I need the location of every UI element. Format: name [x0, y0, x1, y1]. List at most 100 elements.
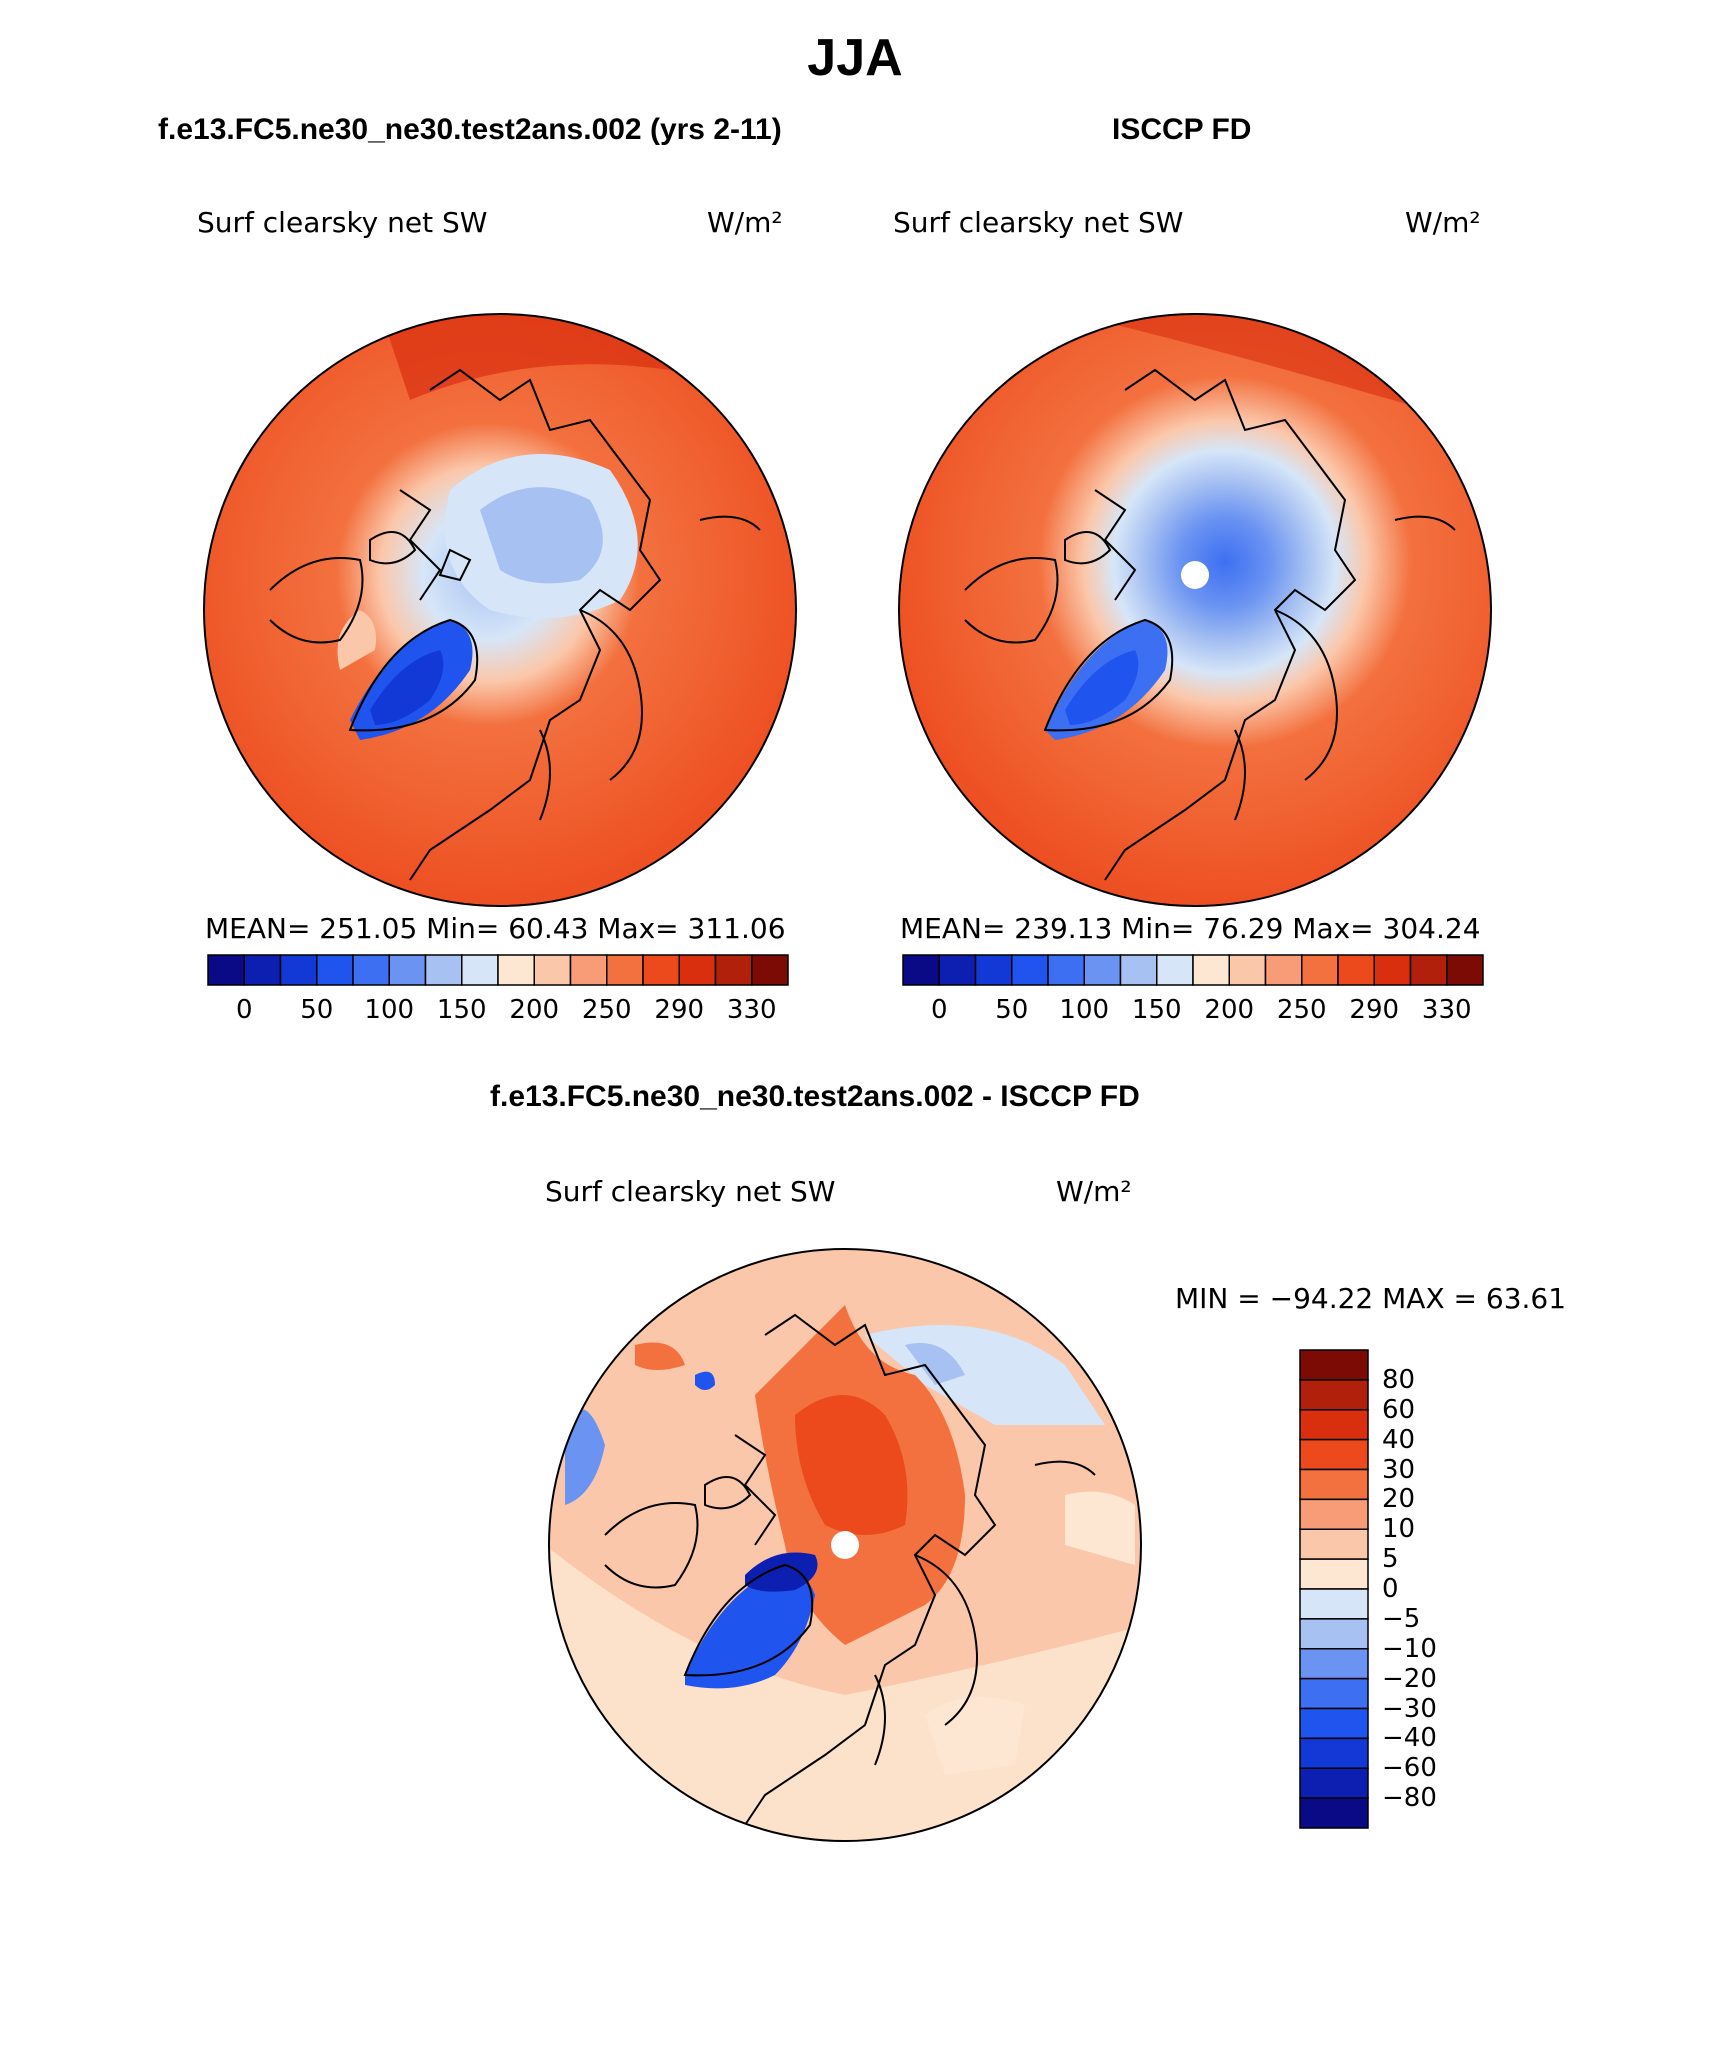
colorbar-tick-label: −30 — [1382, 1693, 1437, 1724]
colorbar-tick-label: −10 — [1382, 1633, 1437, 1664]
left-panel-title: f.e13.FC5.ne30_ne30.test2ans.002 (yrs 2-… — [158, 113, 782, 146]
colorbar-swatch — [424, 954, 463, 986]
colorbar-swatch — [974, 954, 1013, 986]
right-variable-label: Surf clearsky net SW — [893, 206, 1184, 239]
colorbar-swatch — [497, 954, 535, 986]
colorbar-swatch — [1299, 1707, 1369, 1740]
colorbar-swatch — [1373, 954, 1412, 986]
colorbar-swatch — [714, 954, 753, 986]
colorbar-tick-label: 50 — [300, 995, 334, 1025]
colorbar-swatch — [1156, 954, 1194, 986]
colorbar-tick-label: −5 — [1382, 1603, 1421, 1634]
colorbar-swatch — [1299, 1558, 1369, 1590]
left-polar-map — [203, 313, 797, 907]
colorbar-tick-label: 10 — [1382, 1514, 1416, 1545]
left-colorbar-labels: 0 50 100 150 200 250 290 330 — [208, 995, 788, 1029]
colorbar-tick-label: 50 — [995, 995, 1029, 1025]
colorbar-tick-label: 290 — [654, 995, 705, 1025]
colorbar-tick-label: −20 — [1382, 1663, 1437, 1694]
colorbar-tick-label: 5 — [1382, 1544, 1399, 1575]
diff-colorbar-labels: 80 60 40 30 20 10 5 0 −5 −10 −20 −30 −40 −60 −80 — [1382, 1350, 1502, 1830]
colorbar-swatch — [1299, 1468, 1369, 1501]
colorbar-tick-label: −80 — [1382, 1783, 1437, 1814]
colorbar-swatch — [1301, 954, 1339, 986]
diff-stats: MIN = −94.22 MAX = 63.61 — [1175, 1282, 1567, 1315]
colorbar-swatch — [1409, 954, 1448, 986]
colorbar-tick-label: 290 — [1349, 995, 1400, 1025]
colorbar-tick-label: −40 — [1382, 1723, 1437, 1754]
colorbar-swatch — [1299, 1498, 1369, 1530]
colorbar-tick-label: 0 — [930, 995, 948, 1025]
right-colorbar — [902, 954, 1484, 986]
pole-hole — [1181, 561, 1209, 589]
colorbar-tick-label: 30 — [1382, 1454, 1416, 1485]
left-variable-label: Surf clearsky net SW — [197, 206, 488, 239]
colorbar-swatch — [1446, 954, 1484, 986]
colorbar-swatch — [461, 954, 499, 986]
right-panel-title: ISCCP FD — [1112, 113, 1252, 146]
colorbar-swatch — [243, 954, 282, 986]
colorbar-swatch — [1264, 954, 1303, 986]
diff-variable-label: Surf clearsky net SW — [545, 1175, 836, 1208]
colorbar-swatch — [279, 954, 318, 986]
colorbar-swatch — [938, 954, 977, 986]
colorbar-swatch — [1047, 954, 1085, 986]
colorbar-tick-label: 150 — [1131, 995, 1182, 1025]
diff-pole-hole — [831, 1531, 859, 1559]
colorbar-tick-label: −60 — [1382, 1753, 1437, 1784]
right-polar-map — [898, 313, 1492, 907]
colorbar-swatch — [1299, 1349, 1369, 1381]
colorbar-swatch — [606, 954, 644, 986]
colorbar-swatch — [1299, 1588, 1369, 1620]
colorbar-swatch — [207, 954, 245, 986]
colorbar-swatch — [642, 954, 680, 986]
colorbar-tick-label: 0 — [1382, 1574, 1399, 1604]
colorbar-swatch — [902, 954, 940, 986]
left-units-label: W/m² — [707, 206, 783, 239]
colorbar-tick-label: 20 — [1382, 1484, 1416, 1515]
colorbar-swatch — [1228, 954, 1267, 986]
colorbar-swatch — [1299, 1528, 1369, 1560]
colorbar-tick-label: 200 — [1204, 995, 1255, 1025]
colorbar-swatch — [751, 954, 789, 986]
colorbar-swatch — [1119, 954, 1158, 986]
colorbar-tick-label: 40 — [1382, 1424, 1416, 1455]
colorbar-swatch — [678, 954, 717, 986]
page-title: JJA — [807, 29, 903, 87]
diff-units-label: W/m² — [1056, 1175, 1132, 1208]
diff-panel-title: f.e13.FC5.ne30_ne30.test2ans.002 - ISCCP… — [490, 1080, 1140, 1113]
colorbar-swatch — [1299, 1409, 1369, 1441]
colorbar-tick-label: 80 — [1382, 1364, 1416, 1395]
colorbar-tick-label: 330 — [726, 995, 777, 1025]
colorbar-tick-label: 250 — [581, 995, 632, 1025]
left-stats: MEAN= 251.05 Min= 60.43 Max= 311.06 — [205, 912, 786, 945]
colorbar-swatch — [1083, 954, 1122, 986]
colorbar-swatch — [1337, 954, 1375, 986]
diff-colorbar — [1299, 1349, 1369, 1829]
right-units-label: W/m² — [1405, 206, 1481, 239]
colorbar-swatch — [1192, 954, 1230, 986]
colorbar-swatch — [1299, 1379, 1369, 1411]
left-colorbar — [207, 954, 789, 986]
colorbar-tick-label: 100 — [1059, 995, 1110, 1025]
colorbar-tick-label: 250 — [1276, 995, 1327, 1025]
right-colorbar-labels: 0 50 100 150 200 250 290 330 — [903, 995, 1483, 1029]
right-stats: MEAN= 239.13 Min= 76.29 Max= 304.24 — [900, 912, 1481, 945]
colorbar-swatch — [1299, 1797, 1369, 1829]
colorbar-swatch — [1299, 1767, 1369, 1799]
colorbar-swatch — [1299, 1737, 1369, 1769]
colorbar-tick-label: 330 — [1421, 995, 1472, 1025]
colorbar-swatch — [352, 954, 390, 986]
colorbar-swatch — [1299, 1438, 1369, 1471]
colorbar-swatch — [1299, 1648, 1369, 1680]
colorbar-swatch — [533, 954, 572, 986]
colorbar-tick-label: 100 — [364, 995, 415, 1025]
colorbar-tick-label: 60 — [1382, 1394, 1416, 1425]
colorbar-tick-label: 200 — [509, 995, 560, 1025]
colorbar-swatch — [1299, 1618, 1369, 1650]
colorbar-swatch — [569, 954, 608, 986]
colorbar-swatch — [388, 954, 427, 986]
colorbar-swatch — [316, 954, 354, 986]
colorbar-tick-label: 150 — [436, 995, 487, 1025]
colorbar-tick-label: 0 — [235, 995, 253, 1025]
